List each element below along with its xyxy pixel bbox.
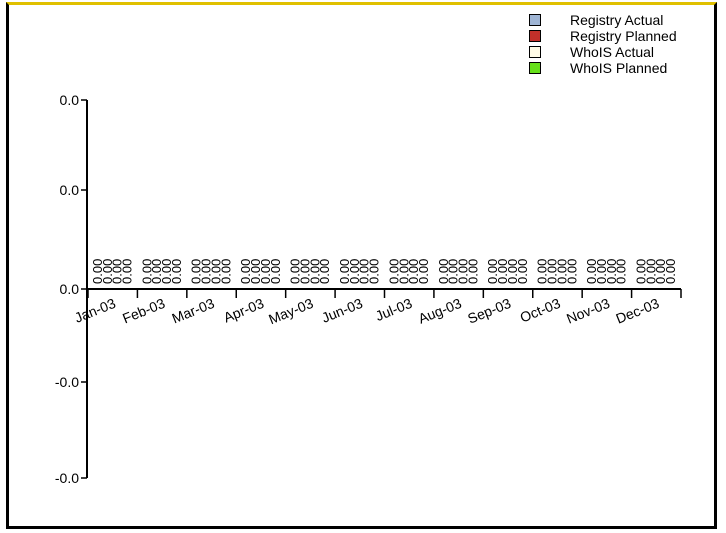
bar-value-label: 0.00 [386,259,401,284]
bar-value-label: 0.00 [297,259,312,284]
bar-value-label: 0.00 [337,259,352,284]
bar-value-label: 0.00 [120,259,135,284]
x-tick-label: Jun-03 [319,295,365,326]
bar-value-label: 0.00 [357,259,372,284]
bar-value-label: 0.00 [643,259,658,284]
bar-value-label: 0.00 [317,259,332,284]
bar-value-label: 0.00 [633,259,648,284]
bar-value-label: 0.00 [564,259,579,284]
bar-value-label: 0.00 [456,259,471,284]
x-tick-label: Nov-03 [564,295,612,327]
bar-value-label: 0.00 [288,259,303,284]
y-tick-label: 0.0 [60,182,80,198]
legend-label: Registry Actual [570,12,664,28]
bar-value-label: 0.00 [139,259,154,284]
bar-value-label: 0.00 [169,259,184,284]
bar-value-label: 0.00 [554,259,569,284]
x-tick-label: Oct-03 [518,295,563,326]
x-tick-label: Sep-03 [465,295,513,327]
bar-value-label: 0.00 [159,259,174,284]
bar-value-label: 0.00 [465,259,480,284]
bar-value-label: 0.00 [545,259,560,284]
x-tick-label: Feb-03 [120,295,167,327]
bar-value-label: 0.00 [110,259,125,284]
y-tick-label: -0.0 [55,374,79,390]
legend-swatch [529,46,541,58]
bar-value-label: 0.00 [406,259,421,284]
bar-value-label: 0.00 [208,259,223,284]
bar-value-label: 0.00 [663,259,678,284]
bar-value-label: 0.00 [238,259,253,284]
bar-value-label: 0.00 [505,259,520,284]
bar-value-label: 0.00 [604,259,619,284]
bar-value-label: 0.00 [396,259,411,284]
bar-value-label: 0.00 [614,259,629,284]
y-tick-label: 0.0 [60,281,80,297]
bar-value-label: 0.00 [653,259,668,284]
x-tick-label: Apr-03 [221,295,266,326]
bar-value-label: 0.00 [149,259,164,284]
x-tick-label: Dec-03 [614,295,662,327]
bar-value-label: 0.00 [100,259,115,284]
bar-value-label: 0.00 [515,259,530,284]
legend-swatch [529,30,541,42]
legend-swatch [529,14,541,26]
bar-value-label: 0.00 [199,259,214,284]
legend-swatch [529,62,541,74]
bar-value-label: 0.00 [218,259,233,284]
x-tick-label: May-03 [266,295,315,327]
x-tick-label: Mar-03 [170,295,217,327]
bar-value-label: 0.00 [436,259,451,284]
bar-value-label: 0.00 [535,259,550,284]
bar-value-label: 0.00 [347,259,362,284]
bar-value-label: 0.00 [90,259,105,284]
x-tick-label: Jan-03 [72,295,118,326]
bar-value-label: 0.00 [307,259,322,284]
bar-value-label: 0.00 [584,259,599,284]
bar-value-label: 0.00 [416,259,431,284]
bar-value-label: 0.00 [485,259,500,284]
x-tick-label: Aug-03 [416,295,464,327]
x-tick-label: Jul-03 [373,295,415,324]
bar-value-label: 0.00 [189,259,204,284]
bar-value-label: 0.00 [258,259,273,284]
legend-label: Registry Planned [570,28,677,44]
bar-value-label: 0.00 [446,259,461,284]
bar-value-label: 0.00 [495,259,510,284]
legend-label: WhoIS Actual [570,44,655,60]
bar-value-label: 0.00 [248,259,263,284]
chart-frame [6,2,717,529]
bar-value-label: 0.00 [268,259,283,284]
bar-value-label: 0.00 [594,259,609,284]
y-tick-label: -0.0 [55,470,79,486]
legend-label: WhoIS Planned [570,60,668,76]
bar-value-label: 0.00 [367,259,382,284]
y-tick-label: 0.0 [60,92,80,108]
